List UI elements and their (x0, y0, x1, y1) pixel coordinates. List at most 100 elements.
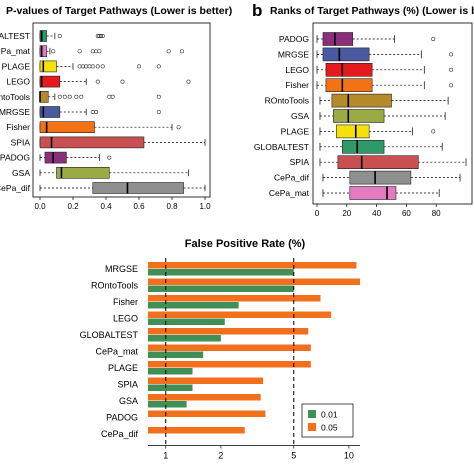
x-tick-label-3: 60 (402, 209, 411, 218)
legend-frame (301, 403, 354, 438)
bar-005-mrgse (148, 262, 357, 269)
box-cepa-dif (349, 170, 412, 185)
outlier-plage-0 (431, 129, 436, 134)
box-globaltest (342, 140, 385, 154)
legend: 0.01 0.05 (301, 403, 354, 438)
category-label-rontotools: ROntoTools (265, 96, 309, 106)
x-tick-label-1: 20 (342, 209, 351, 218)
category-label-globaltest: GLOBALTEST (254, 142, 309, 152)
bar-005-globaltest (148, 328, 309, 335)
category-label-cepa-mat: Pa_mat (1, 46, 31, 56)
box-rontotools (39, 91, 49, 103)
x-tick-label-0: 1 (163, 451, 168, 461)
legend-label-001: 0.01 (321, 410, 338, 420)
bar-001-lego (148, 318, 225, 325)
box-spia (337, 155, 419, 169)
x-tick-label-2: 5 (291, 451, 296, 461)
panel-letter-b: b (252, 1, 262, 20)
chart-title: False Positive Rate (%) (185, 238, 306, 250)
x-tick-label-1: 2 (218, 451, 223, 461)
x-tick-label-1: 0.2 (67, 202, 79, 211)
outlier-rontotools-7 (156, 94, 161, 99)
category-label-mrgse: MRGSE (0, 107, 30, 117)
category-label-spia: SPIA (117, 380, 138, 390)
bar-001-rontotools (148, 285, 294, 292)
false-positive-rate-panel: False Positive Rate (%) MRGSE ROntoTools Fi… (80, 238, 360, 461)
legend-label-005: 0.05 (321, 423, 338, 433)
chart-title: P-values of Target Pathways (Lower is be… (6, 5, 232, 17)
category-label-lego: LEGO (285, 65, 309, 75)
x-tick-label-4: 0.8 (166, 202, 178, 211)
x-tick-label-0: 0 (315, 209, 320, 218)
outlier-plage-6 (100, 64, 105, 69)
box-plage (39, 60, 57, 73)
category-label-cepa-mat: CePa_mat (269, 188, 310, 198)
outlier-cepa-mat-5 (166, 49, 171, 54)
outlier-fisher-0 (449, 83, 454, 88)
outlier-lego-1 (120, 79, 125, 84)
box-spia (39, 136, 145, 149)
category-label-lego: LEGO (6, 77, 30, 87)
x-tick-label-2: 40 (372, 209, 381, 218)
category-label-cepa-mat: CePa_mat (95, 347, 138, 357)
bar-001-mrgse (148, 269, 294, 276)
legend-swatch-001 (308, 410, 316, 418)
outlier-globaltest-0 (57, 33, 62, 38)
category-label-plage: PLAGE (108, 363, 138, 373)
category-label-plage: PLAGE (281, 126, 310, 136)
bar-001-fisher (148, 302, 239, 309)
outlier-rontotools-0 (57, 94, 62, 99)
box-globaltest (39, 30, 47, 42)
bar-005-cepa-mat (148, 344, 311, 351)
bar-005-fisher (148, 295, 321, 302)
category-label-globaltest: GLOBALTEST (80, 330, 139, 340)
outlier-plage-4 (90, 64, 95, 69)
category-label-padog: PADOG (0, 153, 30, 163)
bar-005-padog (148, 410, 266, 417)
bar-001-globaltest (148, 335, 221, 342)
box-padog (322, 32, 354, 46)
box-cepa-mat (349, 186, 397, 200)
category-label-fisher: Fisher (113, 297, 138, 307)
category-label-gsa: GSA (12, 168, 30, 178)
category-label-plage: PLAGE (2, 61, 31, 71)
category-label-mrgse: MRGSE (105, 264, 138, 274)
outlier-cepa-mat-6 (179, 49, 184, 54)
box-plage (336, 124, 370, 139)
x-tick-label-2: 0.4 (100, 202, 112, 211)
outlier-rontotools-1 (62, 94, 67, 99)
bar-005-plage (148, 361, 311, 368)
category-label-cepa-dif: CePa_dif (274, 173, 310, 183)
category-label-padog: PADOG (279, 34, 309, 44)
bar-005-cepa-dif (148, 427, 245, 434)
outlier-mrgse-1 (94, 110, 99, 115)
outlier-plage-8 (156, 64, 161, 69)
bar-005-lego (148, 311, 332, 318)
outlier-mrgse-0 (449, 52, 454, 57)
x-tick-label-5: 1.0 (199, 202, 211, 211)
box-gsa (56, 167, 110, 179)
box-gsa (333, 109, 385, 123)
rank-boxplot-panel: b Ranks of Target Pathways (%) (Lower is… (252, 1, 474, 218)
outlier-rontotools-4 (79, 94, 84, 99)
box-padog (44, 151, 67, 164)
legend-swatch-005 (308, 423, 316, 431)
x-tick-label-4: 80 (432, 209, 441, 218)
outlier-lego-2 (186, 79, 191, 84)
outlier-globaltest-3 (99, 33, 104, 38)
outlier-rontotools-2 (67, 94, 72, 99)
outlier-cepa-mat-4 (97, 49, 102, 54)
category-label-cepa-dif: CePa_dif (101, 429, 139, 439)
bar-005-rontotools (148, 278, 360, 285)
category-label-globaltest: ALTEST (0, 31, 30, 41)
box-cepa-dif (92, 182, 184, 194)
category-label-rontotools: ROntoTools (0, 92, 30, 102)
outlier-rontotools-6 (110, 94, 115, 99)
x-tick-label-3: 10 (344, 451, 354, 461)
box-mrgse (39, 106, 61, 118)
outlier-padog-0 (107, 155, 112, 160)
plot-frame (312, 22, 473, 205)
category-label-spia: SPIA (11, 137, 31, 147)
